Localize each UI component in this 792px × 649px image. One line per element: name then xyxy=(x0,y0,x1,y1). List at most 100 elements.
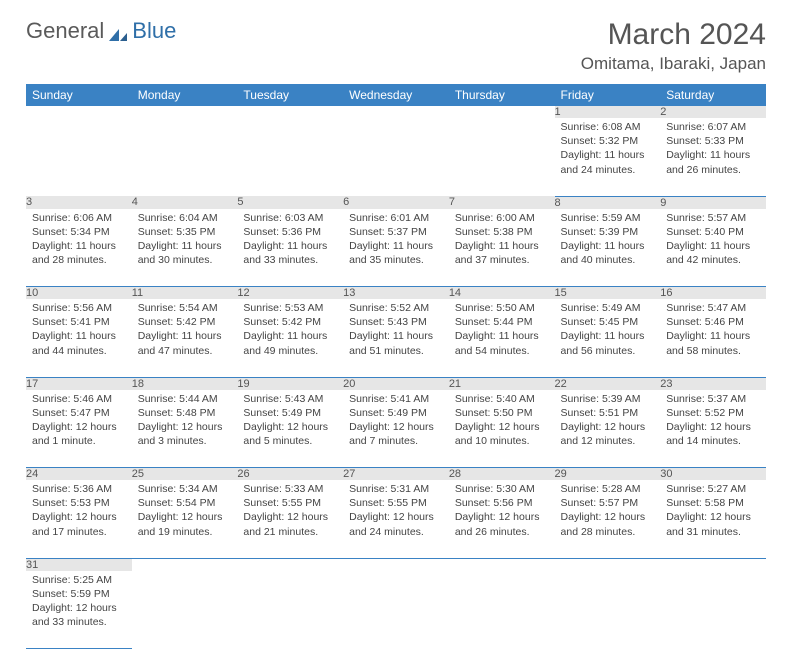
day-number: 8 xyxy=(555,196,661,209)
sunset: Sunset: 5:32 PM xyxy=(561,134,655,148)
day-cell: Sunrise: 5:31 AMSunset: 5:55 PMDaylight:… xyxy=(343,480,449,558)
sunset: Sunset: 5:56 PM xyxy=(455,496,549,510)
empty-cell xyxy=(26,118,132,196)
day-data: Sunrise: 5:31 AMSunset: 5:55 PMDaylight:… xyxy=(343,480,449,545)
daylight: Daylight: 12 hours and 33 minutes. xyxy=(32,601,126,629)
sunrise: Sunrise: 5:40 AM xyxy=(455,392,549,406)
day-number: 22 xyxy=(555,377,661,390)
day-data: Sunrise: 6:01 AMSunset: 5:37 PMDaylight:… xyxy=(343,209,449,274)
sunrise: Sunrise: 5:30 AM xyxy=(455,482,549,496)
sunrise: Sunrise: 6:06 AM xyxy=(32,211,126,225)
day-data: Sunrise: 5:30 AMSunset: 5:56 PMDaylight:… xyxy=(449,480,555,545)
day-cell: Sunrise: 5:41 AMSunset: 5:49 PMDaylight:… xyxy=(343,390,449,468)
day-data: Sunrise: 5:52 AMSunset: 5:43 PMDaylight:… xyxy=(343,299,449,364)
sunrise: Sunrise: 5:52 AM xyxy=(349,301,443,315)
day-data: Sunrise: 6:03 AMSunset: 5:36 PMDaylight:… xyxy=(237,209,343,274)
weekday-header: Monday xyxy=(132,84,238,106)
weekday-header: Sunday xyxy=(26,84,132,106)
title-block: March 2024 Omitama, Ibaraki, Japan xyxy=(581,18,766,74)
daylight: Daylight: 11 hours and 42 minutes. xyxy=(666,239,760,267)
weekday-row: SundayMondayTuesdayWednesdayThursdayFrid… xyxy=(26,84,766,106)
sunrise: Sunrise: 5:28 AM xyxy=(561,482,655,496)
empty-cell xyxy=(449,571,555,649)
sunrise: Sunrise: 5:36 AM xyxy=(32,482,126,496)
header: GeneralBlue March 2024 Omitama, Ibaraki,… xyxy=(26,18,766,74)
day-cell: Sunrise: 5:52 AMSunset: 5:43 PMDaylight:… xyxy=(343,299,449,377)
daylight: Daylight: 11 hours and 28 minutes. xyxy=(32,239,126,267)
sunset: Sunset: 5:42 PM xyxy=(243,315,337,329)
day-data: Sunrise: 5:44 AMSunset: 5:48 PMDaylight:… xyxy=(132,390,238,455)
daylight: Daylight: 11 hours and 26 minutes. xyxy=(666,148,760,176)
day-data: Sunrise: 5:43 AMSunset: 5:49 PMDaylight:… xyxy=(237,390,343,455)
empty-cell xyxy=(343,571,449,649)
sunset: Sunset: 5:55 PM xyxy=(349,496,443,510)
sunset: Sunset: 5:42 PM xyxy=(138,315,232,329)
day-number: 10 xyxy=(26,287,132,300)
sunrise: Sunrise: 5:39 AM xyxy=(561,392,655,406)
logo: GeneralBlue xyxy=(26,18,176,44)
day-number: 23 xyxy=(660,377,766,390)
daynum-row: 10111213141516 xyxy=(26,287,766,300)
daylight: Daylight: 11 hours and 37 minutes. xyxy=(455,239,549,267)
sunrise: Sunrise: 5:44 AM xyxy=(138,392,232,406)
day-number: 16 xyxy=(660,287,766,300)
daylight: Daylight: 12 hours and 21 minutes. xyxy=(243,510,337,538)
day-number: 29 xyxy=(555,468,661,481)
sunrise: Sunrise: 6:04 AM xyxy=(138,211,232,225)
day-cell: Sunrise: 6:07 AMSunset: 5:33 PMDaylight:… xyxy=(660,118,766,196)
day-number: 2 xyxy=(660,106,766,118)
day-cell: Sunrise: 5:59 AMSunset: 5:39 PMDaylight:… xyxy=(555,209,661,287)
day-number: 7 xyxy=(449,196,555,209)
daylight: Daylight: 11 hours and 56 minutes. xyxy=(561,329,655,357)
sunrise: Sunrise: 6:00 AM xyxy=(455,211,549,225)
sunrise: Sunrise: 5:56 AM xyxy=(32,301,126,315)
day-data: Sunrise: 5:47 AMSunset: 5:46 PMDaylight:… xyxy=(660,299,766,364)
daylight: Daylight: 12 hours and 17 minutes. xyxy=(32,510,126,538)
day-cell: Sunrise: 5:33 AMSunset: 5:55 PMDaylight:… xyxy=(237,480,343,558)
sunrise: Sunrise: 5:54 AM xyxy=(138,301,232,315)
weekday-header: Friday xyxy=(555,84,661,106)
day-cell: Sunrise: 5:53 AMSunset: 5:42 PMDaylight:… xyxy=(237,299,343,377)
weekday-header: Wednesday xyxy=(343,84,449,106)
sunset: Sunset: 5:48 PM xyxy=(138,406,232,420)
sunrise: Sunrise: 5:57 AM xyxy=(666,211,760,225)
daynum-row: 31 xyxy=(26,558,766,571)
sunset: Sunset: 5:34 PM xyxy=(32,225,126,239)
day-data: Sunrise: 5:34 AMSunset: 5:54 PMDaylight:… xyxy=(132,480,238,545)
day-number: 18 xyxy=(132,377,238,390)
day-data: Sunrise: 5:37 AMSunset: 5:52 PMDaylight:… xyxy=(660,390,766,455)
day-data-row: Sunrise: 6:06 AMSunset: 5:34 PMDaylight:… xyxy=(26,209,766,287)
sunrise: Sunrise: 5:43 AM xyxy=(243,392,337,406)
sunset: Sunset: 5:59 PM xyxy=(32,587,126,601)
sunrise: Sunrise: 6:08 AM xyxy=(561,120,655,134)
empty-cell xyxy=(237,571,343,649)
day-data: Sunrise: 5:40 AMSunset: 5:50 PMDaylight:… xyxy=(449,390,555,455)
day-cell: Sunrise: 5:57 AMSunset: 5:40 PMDaylight:… xyxy=(660,209,766,287)
day-data: Sunrise: 6:00 AMSunset: 5:38 PMDaylight:… xyxy=(449,209,555,274)
day-number: 31 xyxy=(26,558,132,571)
empty-cell xyxy=(660,558,766,571)
empty-cell xyxy=(660,571,766,649)
day-data: Sunrise: 5:53 AMSunset: 5:42 PMDaylight:… xyxy=(237,299,343,364)
daylight: Daylight: 11 hours and 30 minutes. xyxy=(138,239,232,267)
sunrise: Sunrise: 5:46 AM xyxy=(32,392,126,406)
sunset: Sunset: 5:49 PM xyxy=(243,406,337,420)
sunrise: Sunrise: 5:49 AM xyxy=(561,301,655,315)
daylight: Daylight: 11 hours and 40 minutes. xyxy=(561,239,655,267)
day-cell: Sunrise: 5:28 AMSunset: 5:57 PMDaylight:… xyxy=(555,480,661,558)
weekday-header: Tuesday xyxy=(237,84,343,106)
day-cell: Sunrise: 6:00 AMSunset: 5:38 PMDaylight:… xyxy=(449,209,555,287)
sunset: Sunset: 5:45 PM xyxy=(561,315,655,329)
day-cell: Sunrise: 5:27 AMSunset: 5:58 PMDaylight:… xyxy=(660,480,766,558)
day-cell: Sunrise: 5:54 AMSunset: 5:42 PMDaylight:… xyxy=(132,299,238,377)
location: Omitama, Ibaraki, Japan xyxy=(581,54,766,74)
empty-cell xyxy=(449,558,555,571)
daylight: Daylight: 11 hours and 44 minutes. xyxy=(32,329,126,357)
sunrise: Sunrise: 5:27 AM xyxy=(666,482,760,496)
sunset: Sunset: 5:49 PM xyxy=(349,406,443,420)
empty-cell xyxy=(132,118,238,196)
day-cell: Sunrise: 5:25 AMSunset: 5:59 PMDaylight:… xyxy=(26,571,132,649)
day-cell: Sunrise: 5:30 AMSunset: 5:56 PMDaylight:… xyxy=(449,480,555,558)
sunrise: Sunrise: 5:25 AM xyxy=(32,573,126,587)
day-data: Sunrise: 5:49 AMSunset: 5:45 PMDaylight:… xyxy=(555,299,661,364)
